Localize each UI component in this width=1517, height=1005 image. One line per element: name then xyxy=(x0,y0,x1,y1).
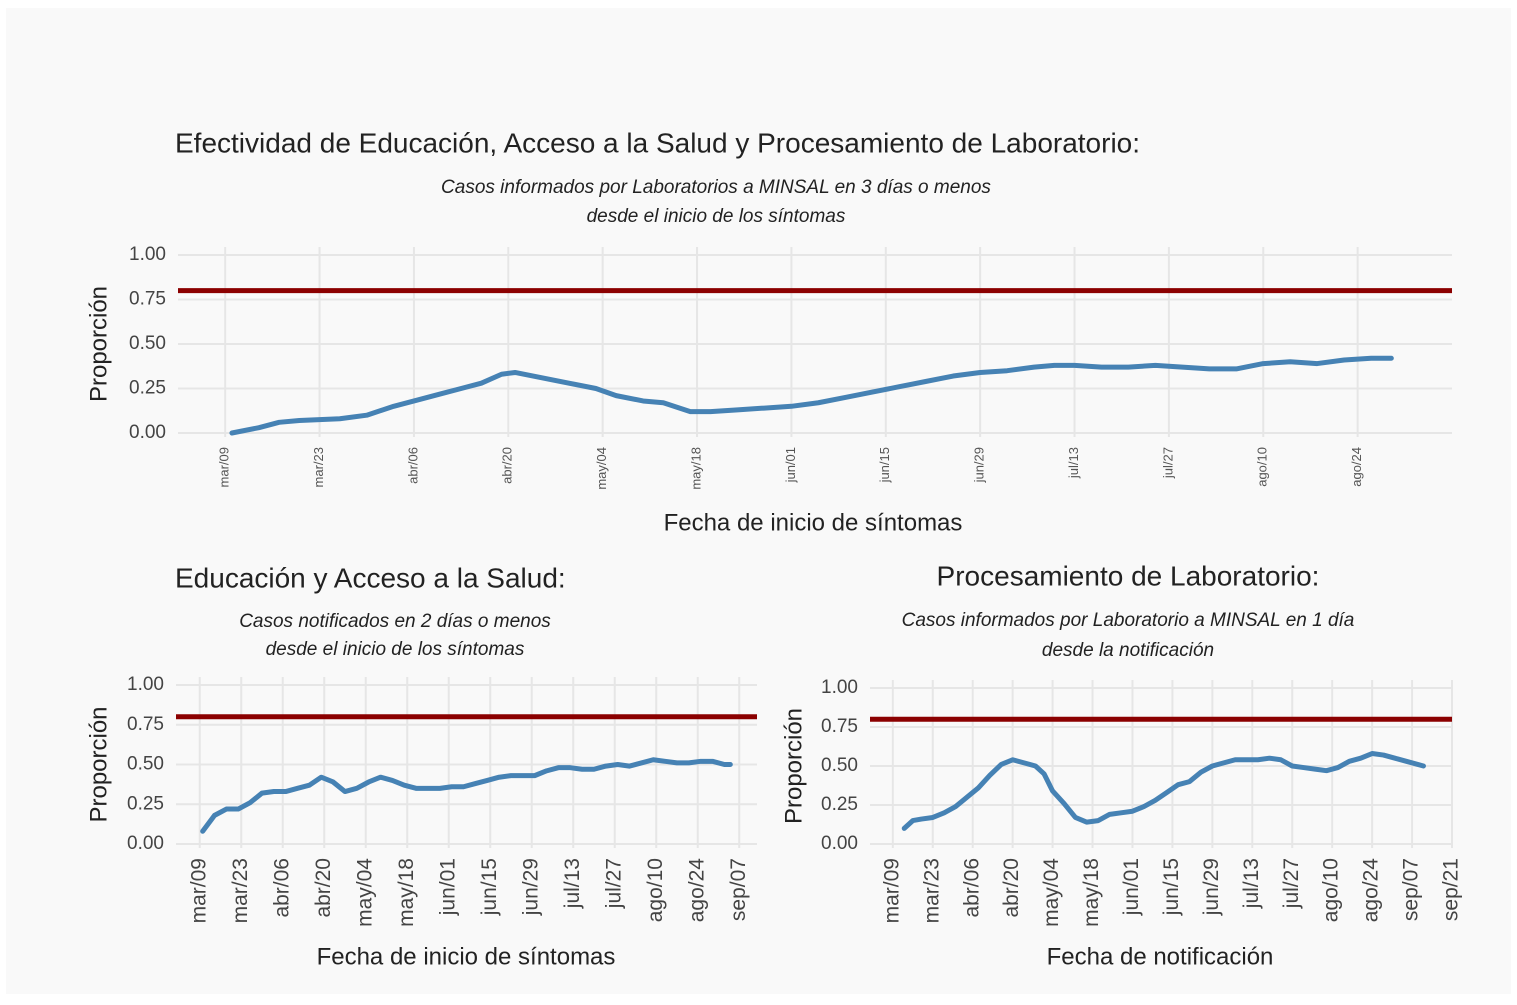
x-tick-label: abr/20 xyxy=(312,858,335,918)
chart-title: Procesamiento de Laboratorio: xyxy=(937,560,1320,591)
chart-title: Efectividad de Educación, Acceso a la Sa… xyxy=(175,127,1140,158)
y-tick-label: 0.00 xyxy=(127,833,164,854)
chart-subtitle: Casos informados por Laboratorio a MINSA… xyxy=(902,610,1355,631)
x-tick-label: sep/21 xyxy=(1440,858,1463,921)
x-axis-label: Fecha de inicio de síntomas xyxy=(664,509,963,536)
chart-subtitle: Casos notificados en 2 días o menos xyxy=(239,611,551,632)
x-tick-label: may/04 xyxy=(594,447,609,490)
x-tick-label: jun/15 xyxy=(1160,858,1183,916)
x-tick-label: may/04 xyxy=(353,858,376,927)
x-tick-label: ago/10 xyxy=(1255,447,1270,487)
y-tick-label: 0.75 xyxy=(127,714,164,735)
y-tick-label: 0.00 xyxy=(821,833,858,854)
y-tick-label: 0.75 xyxy=(129,289,166,310)
data-line xyxy=(229,355,1394,436)
y-tick-label: 0.25 xyxy=(127,793,164,814)
x-tick-label: jul/13 xyxy=(1240,858,1263,909)
x-tick-label: mar/09 xyxy=(217,447,232,487)
x-tick-label: ago/24 xyxy=(1360,858,1383,923)
x-tick-label: may/18 xyxy=(1080,858,1103,927)
x-tick-label: sep/07 xyxy=(727,858,750,921)
x-tick-label: may/18 xyxy=(395,858,418,927)
x-tick-label: jun/29 xyxy=(972,447,987,483)
y-tick-label: 0.50 xyxy=(821,755,858,776)
data-line xyxy=(200,757,733,834)
x-tick-label: abr/06 xyxy=(405,447,420,484)
chart-subtitle: desde el inicio de los síntomas xyxy=(587,206,846,227)
chart-subtitle: Casos informados por Laboratorios a MINS… xyxy=(441,177,991,198)
data-line xyxy=(901,751,1426,831)
x-tick-label: ago/10 xyxy=(644,858,667,922)
x-tick-label: jul/27 xyxy=(1280,858,1303,909)
x-axis-label: Fecha de inicio de síntomas xyxy=(317,943,616,970)
x-tick-label: jul/27 xyxy=(1160,447,1175,479)
y-tick-label: 1.00 xyxy=(127,674,164,695)
y-axis-label: Proporción xyxy=(85,286,112,402)
x-tick-label: jun/15 xyxy=(877,447,892,483)
x-tick-label: jun/29 xyxy=(519,858,542,916)
x-tick-label: may/18 xyxy=(688,447,703,490)
y-tick-label: 0.25 xyxy=(821,794,858,815)
x-tick-label: mar/23 xyxy=(920,858,943,923)
x-tick-label: abr/06 xyxy=(960,858,983,918)
x-tick-label: abr/06 xyxy=(270,858,293,918)
x-tick-label: jun/29 xyxy=(1200,858,1223,916)
x-tick-label: jun/01 xyxy=(783,447,798,483)
x-tick-label: mar/23 xyxy=(311,447,326,487)
x-tick-label: jul/13 xyxy=(561,858,584,909)
x-tick-label: jul/13 xyxy=(1066,447,1081,479)
x-tick-label: abr/20 xyxy=(1000,858,1023,918)
chart-subtitle: desde el inicio de los síntomas xyxy=(266,639,525,660)
chart-subtitle: desde la notificación xyxy=(1042,640,1214,661)
y-tick-label: 0.75 xyxy=(821,716,858,737)
x-tick-label: jul/27 xyxy=(602,858,625,909)
chart-title: Educación y Acceso a la Salud: xyxy=(175,562,566,593)
y-tick-label: 1.00 xyxy=(821,677,858,698)
y-tick-label: 0.25 xyxy=(129,378,166,399)
x-tick-label: ago/24 xyxy=(1349,447,1364,487)
y-tick-label: 0.00 xyxy=(129,422,166,443)
x-tick-label: jun/01 xyxy=(436,858,459,916)
x-tick-label: may/04 xyxy=(1040,858,1063,927)
y-axis-label: Proporción xyxy=(780,708,807,824)
x-tick-label: jun/15 xyxy=(478,858,501,916)
x-tick-label: abr/20 xyxy=(500,447,515,484)
y-axis-label: Proporción xyxy=(85,706,112,822)
x-tick-label: ago/10 xyxy=(1320,858,1343,922)
y-tick-label: 1.00 xyxy=(129,244,166,265)
x-tick-label: mar/09 xyxy=(880,858,903,923)
y-tick-label: 0.50 xyxy=(129,333,166,354)
x-tick-label: ago/24 xyxy=(685,858,708,923)
background xyxy=(6,8,1511,994)
x-tick-label: sep/07 xyxy=(1400,858,1423,921)
x-tick-label: mar/23 xyxy=(229,858,252,923)
x-tick-label: jun/01 xyxy=(1120,858,1143,916)
x-axis-label: Fecha de notificación xyxy=(1047,943,1274,970)
y-tick-label: 0.50 xyxy=(127,754,164,775)
x-tick-label: mar/09 xyxy=(187,858,210,923)
